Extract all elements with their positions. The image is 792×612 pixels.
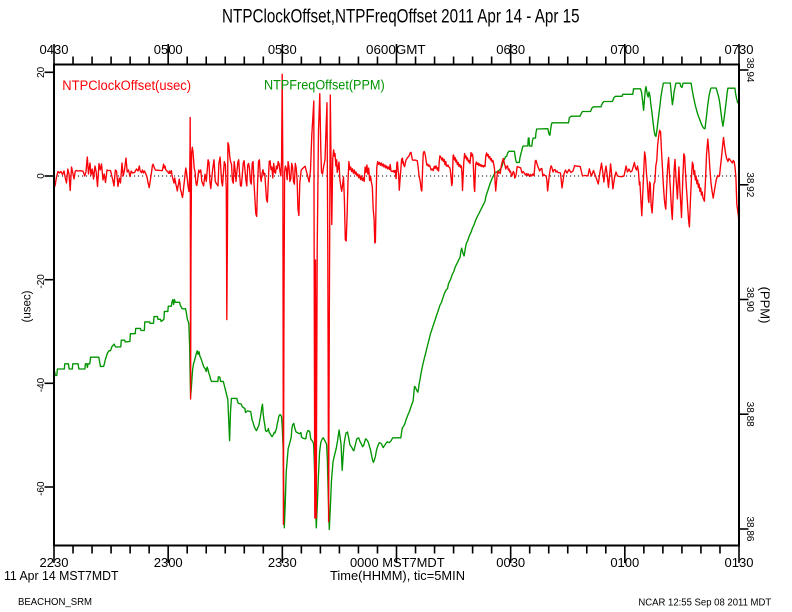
svg-text:Time(HHMM), tic=5MIN: Time(HHMM), tic=5MIN bbox=[330, 568, 465, 583]
svg-text:0630: 0630 bbox=[496, 42, 525, 57]
svg-text:NCAR 12:55 Sep 08 2011 MDT: NCAR 12:55 Sep 08 2011 MDT bbox=[638, 598, 771, 609]
svg-text:20: 20 bbox=[36, 66, 47, 78]
svg-text:0100: 0100 bbox=[610, 555, 639, 570]
svg-text:2330: 2330 bbox=[268, 555, 297, 570]
svg-text:38.88: 38.88 bbox=[744, 402, 755, 427]
svg-text:(usec): (usec) bbox=[22, 290, 34, 322]
svg-text:0130: 0130 bbox=[725, 555, 754, 570]
svg-text:2230: 2230 bbox=[40, 555, 69, 570]
svg-text:38.92: 38.92 bbox=[744, 172, 755, 197]
svg-text:NTPFreqOffset(PPM): NTPFreqOffset(PPM) bbox=[264, 78, 385, 93]
svg-text:2300: 2300 bbox=[154, 555, 183, 570]
svg-text:0730: 0730 bbox=[725, 42, 754, 57]
svg-text:NTPClockOffset(usec): NTPClockOffset(usec) bbox=[62, 78, 191, 93]
svg-text:11 Apr 14 MST7MDT: 11 Apr 14 MST7MDT bbox=[4, 568, 119, 583]
svg-text:0500: 0500 bbox=[154, 42, 183, 57]
svg-text:NTPClockOffset,NTPFreqOffset 2: NTPClockOffset,NTPFreqOffset 2011 Apr 14… bbox=[222, 6, 580, 27]
svg-text:0000 MST7MDT: 0000 MST7MDT bbox=[350, 555, 445, 570]
svg-text:0600GMT: 0600GMT bbox=[366, 42, 426, 57]
svg-text:-40: -40 bbox=[36, 377, 47, 392]
svg-text:38.94: 38.94 bbox=[744, 57, 755, 82]
svg-text:0: 0 bbox=[36, 173, 47, 179]
svg-text:(PPM): (PPM) bbox=[758, 287, 773, 324]
svg-text:-60: -60 bbox=[36, 481, 47, 496]
svg-text:0430: 0430 bbox=[40, 42, 69, 57]
svg-text:38.86: 38.86 bbox=[744, 516, 755, 541]
svg-text:0530: 0530 bbox=[268, 42, 297, 57]
svg-text:-20: -20 bbox=[36, 274, 47, 289]
svg-text:0700: 0700 bbox=[610, 42, 639, 57]
svg-text:0030: 0030 bbox=[496, 555, 525, 570]
svg-text:BEACHON_SRM: BEACHON_SRM bbox=[18, 597, 92, 608]
svg-text:38.90: 38.90 bbox=[744, 287, 755, 312]
